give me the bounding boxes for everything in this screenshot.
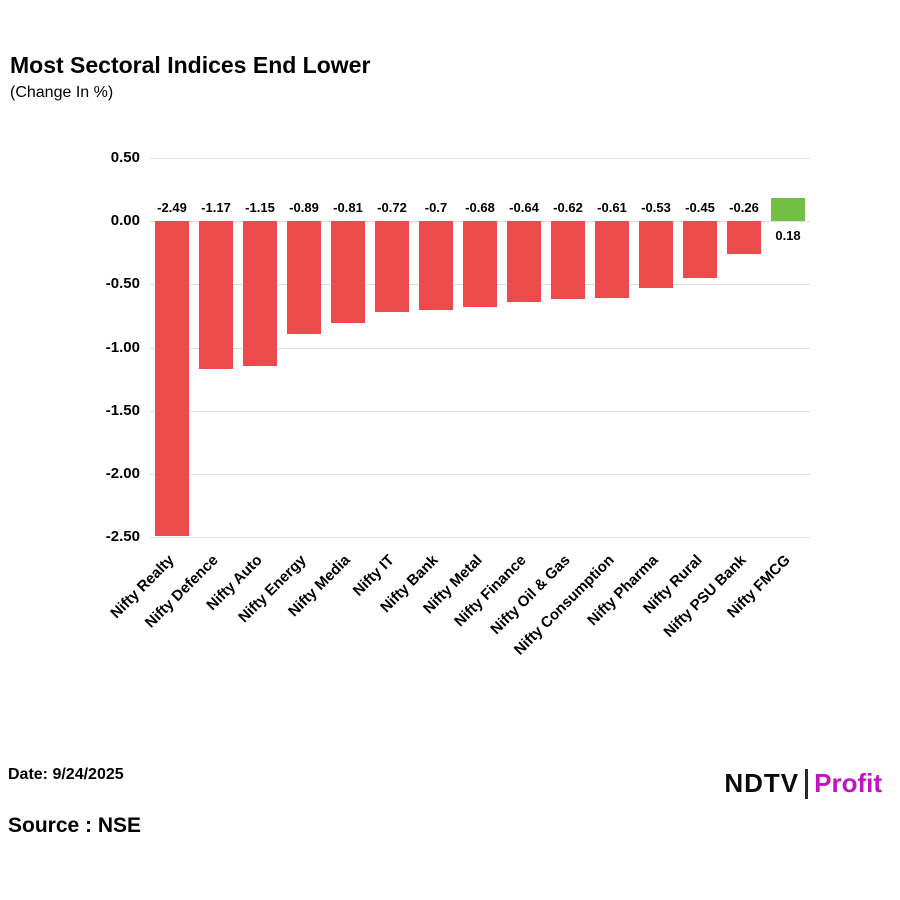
bar-nifty-fmcg xyxy=(771,198,805,222)
date-label: Date: 9/24/2025 xyxy=(8,766,124,783)
bar-value-label: -0.72 xyxy=(377,200,407,216)
grid-line xyxy=(150,473,810,475)
sectoral-indices-bar-chart: 0.50 0.00 -0.50 -1.00 -1.50 -2.00 -2.50 -2.49 Ni… xyxy=(105,149,810,659)
bar-nifty-finance xyxy=(507,221,541,302)
logo-ndtv-text: NDTV xyxy=(724,768,800,798)
page-subtitle: (Change In %) xyxy=(10,84,114,101)
y-axis-tick-label: -2.00 xyxy=(105,464,140,482)
bar-value-label: -0.81 xyxy=(333,200,363,216)
bar-value-label: -0.64 xyxy=(509,200,539,216)
bar-value-label: -0.89 xyxy=(289,200,319,216)
y-axis-tick-label: -1.00 xyxy=(105,338,140,356)
bar-nifty-media xyxy=(331,221,365,324)
bar-nifty-oil-gas xyxy=(551,221,585,300)
grid-line xyxy=(150,537,810,538)
y-axis-tick-label: 0.00 xyxy=(110,212,140,230)
bar-nifty-it xyxy=(375,221,409,313)
bar-value-label: -2.49 xyxy=(157,200,187,216)
grid-line xyxy=(150,410,810,412)
bar-value-label: -0.53 xyxy=(641,200,671,216)
bar-nifty-psu-bank xyxy=(727,221,761,254)
bar-value-label: -0.68 xyxy=(465,200,495,216)
bar-nifty-auto xyxy=(243,221,277,367)
logo-separator-bar xyxy=(805,768,809,799)
bar-nifty-realty xyxy=(155,221,189,536)
ndtv-profit-logo: NDTV Profit xyxy=(724,768,882,799)
bar-value-label: -0.62 xyxy=(553,200,583,216)
bar-value-label: -0.61 xyxy=(597,200,627,216)
bar-nifty-rural xyxy=(683,221,717,278)
y-axis-tick-label: -0.50 xyxy=(105,275,140,293)
bar-nifty-bank xyxy=(419,221,453,310)
y-axis-tick-label: -1.50 xyxy=(105,401,140,419)
bar-value-label: -1.17 xyxy=(201,200,231,216)
bar-nifty-pharma xyxy=(639,221,673,289)
bar-value-label: -0.26 xyxy=(729,200,759,216)
page-title: Most Sectoral Indices End Lower xyxy=(10,52,371,78)
bar-value-label: 0.18 xyxy=(775,228,801,244)
bar-value-label: -1.15 xyxy=(245,200,275,216)
logo-profit-text: Profit xyxy=(814,768,882,798)
bar-value-label: -0.45 xyxy=(685,200,715,216)
bar-nifty-consumption xyxy=(595,221,629,299)
bar-nifty-defence xyxy=(199,221,233,369)
bar-nifty-metal xyxy=(463,221,497,308)
grid-line xyxy=(150,347,810,349)
y-axis-tick-label: 0.50 xyxy=(110,149,140,166)
bar-nifty-energy xyxy=(287,221,321,334)
source-label: Source : NSE xyxy=(8,814,142,837)
bar-value-label: -0.7 xyxy=(424,200,448,216)
grid-line xyxy=(150,158,810,159)
y-axis-tick-label: -2.50 xyxy=(105,528,140,545)
